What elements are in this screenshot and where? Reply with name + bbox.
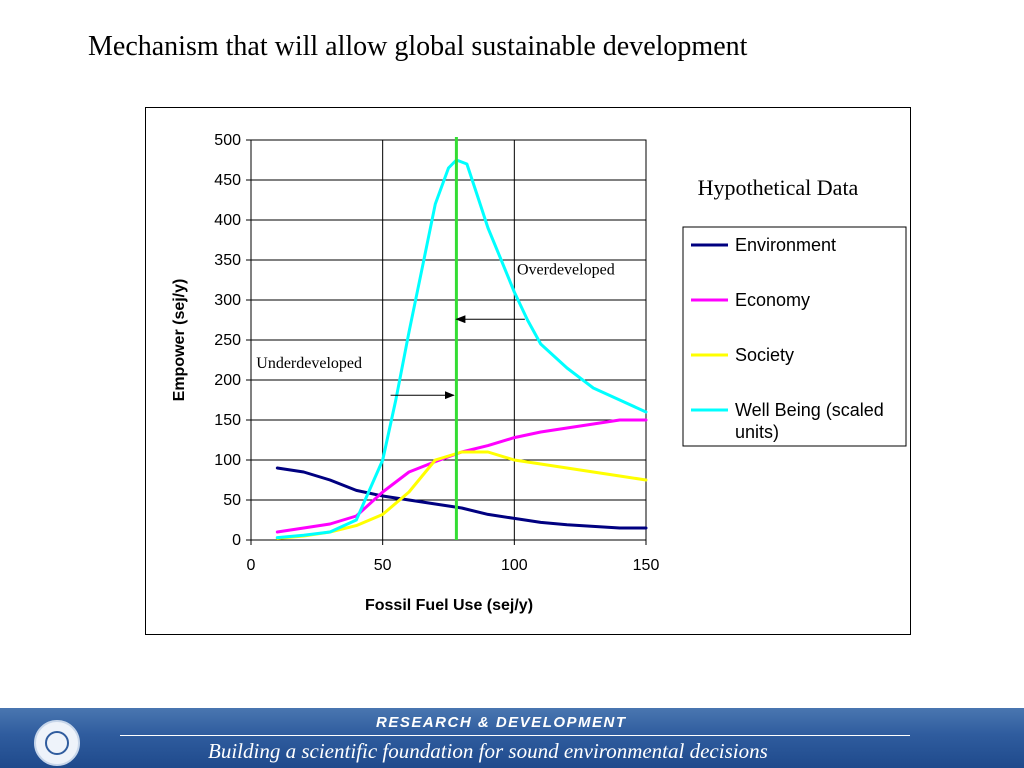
y-axis-label: Empower (sej/y) <box>171 279 188 402</box>
series-line-well <box>275 158 648 540</box>
legend: Environment Economy Society Well Being (sca… <box>682 226 907 447</box>
y-tick-label: 0 <box>232 532 241 549</box>
y-tick-label: 450 <box>214 172 241 189</box>
annotation-underdeveloped: Underdeveloped <box>256 355 362 372</box>
legend-label: Economy <box>735 290 810 310</box>
legend-label: Society <box>735 345 794 365</box>
x-axis-label: Fossil Fuel Use (sej/y) <box>365 597 533 614</box>
y-tick-label: 400 <box>214 212 241 229</box>
footer-divider <box>120 735 910 736</box>
x-tick-label: 100 <box>501 557 528 574</box>
y-tick-label: 500 <box>214 132 241 149</box>
x-tick-label: 50 <box>374 557 392 574</box>
y-tick-label: 350 <box>214 252 241 269</box>
y-tick-label: 250 <box>214 332 241 349</box>
annotation-overdeveloped: Overdeveloped <box>517 261 615 278</box>
footer-heading: RESEARCH & DEVELOPMENT <box>376 714 627 731</box>
footer-banner: RESEARCH & DEVELOPMENT Building a scient… <box>0 708 1024 768</box>
axes: 0 50 100 150 200 250 300 350 400 450 500 0 50 100 150 <box>214 132 659 574</box>
series-line-society <box>275 450 648 540</box>
y-tick-label: 50 <box>223 492 241 509</box>
y-tick-label: 200 <box>214 372 241 389</box>
x-tick-label: 150 <box>633 557 660 574</box>
y-tick-label: 100 <box>214 452 241 469</box>
annotations: Underdeveloped Overdeveloped <box>256 137 615 540</box>
chart-frame: 0 50 100 150 200 250 300 350 400 450 500 0 50 100 150 … <box>145 107 911 635</box>
legend-label: Environment <box>735 235 836 255</box>
x-tick-label: 0 <box>247 557 256 574</box>
footer-tagline: Building a scientific foundation for sou… <box>208 739 768 763</box>
y-tick-label: 300 <box>214 292 241 309</box>
chart-subtitle: Hypothetical Data <box>698 175 859 200</box>
epa-seal-icon <box>34 720 80 766</box>
legend-label: Well Being (scaled units) <box>735 400 884 442</box>
y-tick-label: 150 <box>214 412 241 429</box>
series-line-environment <box>275 466 648 530</box>
grid <box>250 139 647 541</box>
slide-title: Mechanism that will allow global sustain… <box>88 31 748 62</box>
series-layer <box>275 158 648 540</box>
